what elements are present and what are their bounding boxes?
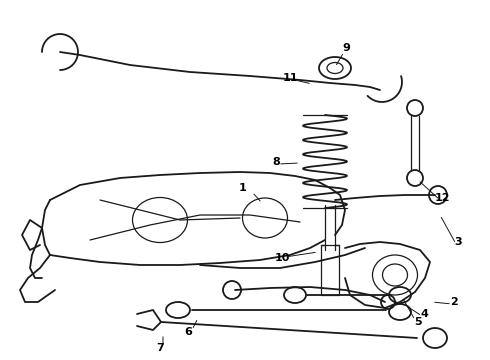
Text: 7: 7 [156,343,164,353]
Text: 4: 4 [420,309,428,319]
Text: 9: 9 [342,43,350,53]
Text: 10: 10 [274,253,290,263]
Text: 11: 11 [282,73,298,83]
Text: 8: 8 [272,157,280,167]
Text: 5: 5 [414,317,422,327]
Text: 2: 2 [450,297,458,307]
Text: 6: 6 [184,327,192,337]
Text: 3: 3 [454,237,462,247]
Text: 12: 12 [434,193,450,203]
Text: 1: 1 [239,183,247,193]
